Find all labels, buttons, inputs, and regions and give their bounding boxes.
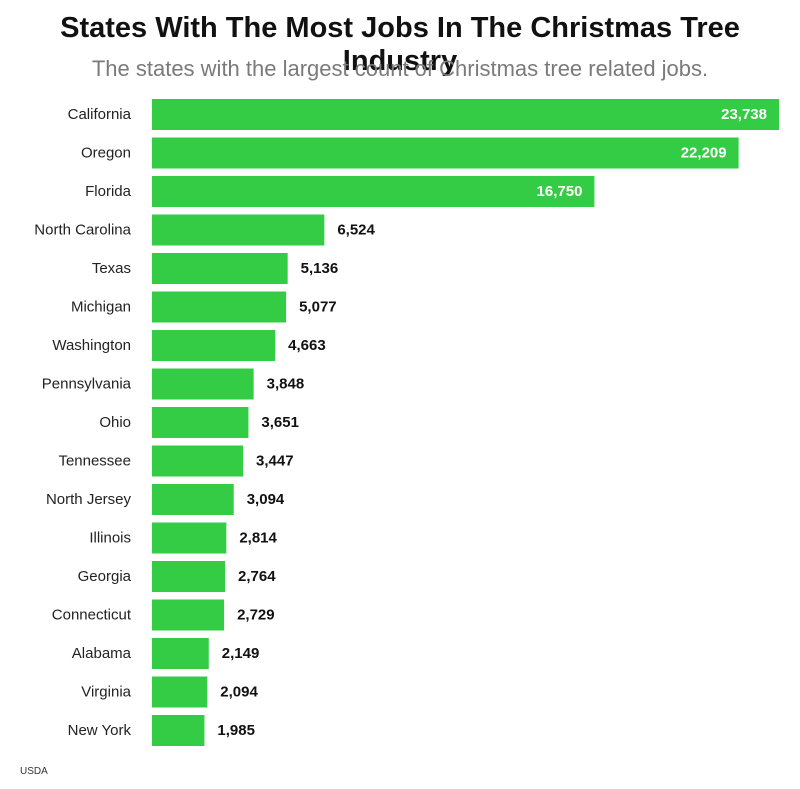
value-label: 3,447 <box>256 453 294 470</box>
category-label: Alabama <box>72 645 132 662</box>
bar <box>152 291 287 323</box>
source-note: USDA <box>20 766 48 777</box>
category-label: Oregon <box>81 145 131 162</box>
value-label: 2,814 <box>239 530 277 547</box>
category-label: Washington <box>52 337 131 354</box>
bar <box>152 522 227 554</box>
value-label: 5,077 <box>299 299 337 316</box>
bar <box>152 407 249 438</box>
category-label: Pennsylvania <box>42 376 132 393</box>
bar <box>152 253 288 284</box>
bar <box>152 368 254 400</box>
value-label: 2,729 <box>237 607 275 624</box>
category-label: Virginia <box>81 684 131 701</box>
value-label: 4,663 <box>288 337 326 354</box>
bar <box>152 137 739 169</box>
value-label: 2,094 <box>220 684 258 701</box>
category-label: North Jersey <box>46 491 132 508</box>
category-label: Michigan <box>71 299 131 316</box>
category-label: New York <box>68 722 132 739</box>
chart-subtitle: The states with the largest count of Chr… <box>91 56 709 81</box>
chart-title: States With The Most Jobs In The Christm… <box>60 12 740 77</box>
bar <box>152 715 205 746</box>
bar <box>152 638 209 669</box>
category-label: Texas <box>92 260 131 277</box>
category-label: Georgia <box>78 568 132 585</box>
value-label: 5,136 <box>301 260 339 277</box>
bar <box>152 445 244 477</box>
value-label: 6,524 <box>337 222 375 239</box>
value-label: 16,750 <box>537 183 583 200</box>
bar <box>152 561 226 592</box>
category-label: California <box>68 106 132 123</box>
value-label: 3,848 <box>267 376 305 393</box>
value-label: 3,651 <box>261 414 299 431</box>
bar <box>152 99 779 130</box>
value-label: 23,738 <box>721 106 767 123</box>
value-label: 3,094 <box>247 491 285 508</box>
bar <box>152 330 276 361</box>
bar <box>152 214 325 246</box>
value-label: 22,209 <box>681 145 727 162</box>
category-label: Connecticut <box>52 607 132 624</box>
category-label: North Carolina <box>34 222 131 239</box>
value-label: 1,985 <box>217 722 255 739</box>
bar <box>152 176 595 207</box>
bar <box>152 676 208 708</box>
category-label: Florida <box>85 183 132 200</box>
category-label: Illinois <box>89 530 131 547</box>
category-label: Ohio <box>99 414 131 431</box>
bar <box>152 484 234 515</box>
bar <box>152 599 225 631</box>
value-label: 2,764 <box>238 568 276 585</box>
category-label: Tennessee <box>58 453 131 470</box>
value-label: 2,149 <box>222 645 260 662</box>
